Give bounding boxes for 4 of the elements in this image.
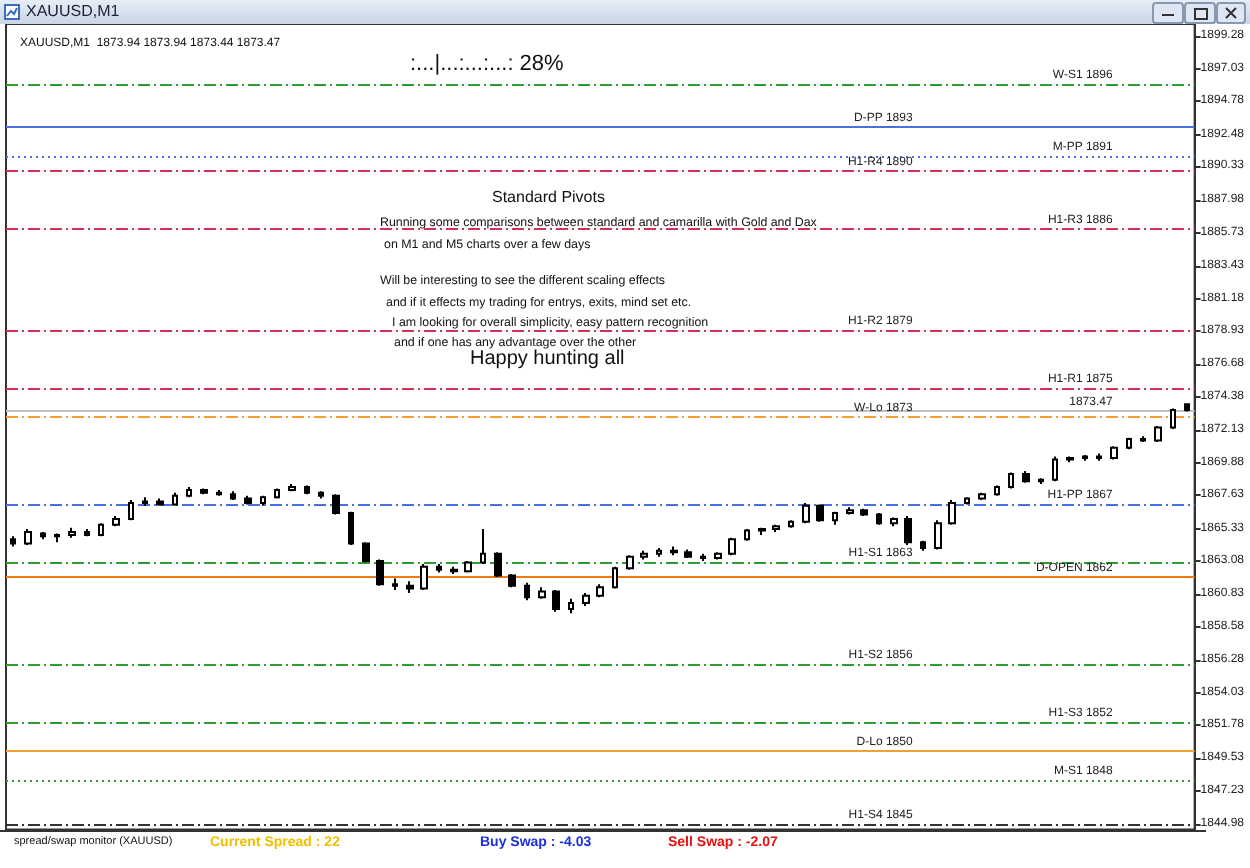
annotation: :...|...:...:...: 28% <box>410 52 564 76</box>
chart-title: XAUUSD,M1 <box>26 0 120 24</box>
annotation: Happy hunting all <box>470 348 625 370</box>
annotation: Standard Pivots <box>492 188 605 206</box>
